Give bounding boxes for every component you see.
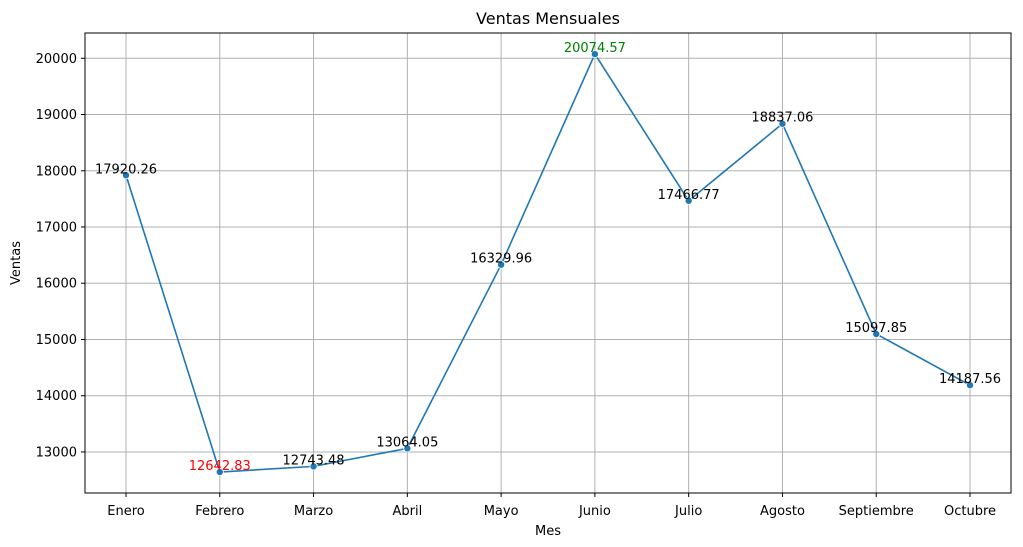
- y-tick-label: 18000: [36, 164, 77, 179]
- y-tick-label: 14000: [36, 389, 77, 404]
- data-point: [122, 171, 131, 180]
- data-label: 16329.96: [470, 252, 532, 267]
- data-label: 12743.48: [283, 453, 345, 468]
- x-axis-label: Mes: [535, 524, 561, 539]
- data-point: [872, 329, 881, 338]
- y-tick-label: 16000: [36, 277, 77, 292]
- y-tick-label: 17000: [36, 221, 77, 236]
- data-label: 17466.77: [658, 188, 720, 203]
- data-label: 12642.83: [189, 459, 251, 474]
- chart-title: Ventas Mensuales: [476, 9, 620, 28]
- data-point: [215, 468, 224, 477]
- data-label: 15097.85: [845, 321, 907, 336]
- x-tick-label: Marzo: [294, 504, 333, 519]
- data-label: 20074.57: [564, 41, 626, 56]
- data-label: 18837.06: [751, 111, 813, 126]
- x-tick-label: Abril: [392, 504, 422, 519]
- y-tick-label: 15000: [36, 333, 77, 348]
- series-layer: [122, 50, 975, 477]
- data-point: [403, 444, 412, 453]
- plot-frame: [84, 32, 1012, 494]
- x-tick-label: Febrero: [195, 504, 244, 519]
- data-point: [778, 119, 787, 128]
- y-axis-label: Ventas: [9, 241, 24, 285]
- grid: [85, 33, 1011, 493]
- y-tick-label: 20000: [36, 52, 77, 67]
- data-point: [309, 462, 318, 471]
- y-tick-label: 13000: [36, 445, 77, 460]
- x-tick-label: Octubre: [944, 504, 996, 519]
- data-point: [497, 260, 506, 269]
- data-label: 13064.05: [376, 435, 438, 450]
- x-tick-label: Julio: [674, 504, 702, 519]
- x-tick-label: Agosto: [760, 504, 805, 519]
- data-point: [684, 196, 693, 205]
- series-line: [125, 53, 971, 473]
- x-tick-label: Septiembre: [839, 504, 914, 519]
- data-label: 14187.56: [939, 372, 1001, 387]
- x-tick-label: Mayo: [484, 504, 519, 519]
- x-tick-label: Junio: [578, 504, 611, 519]
- x-tick-label: Enero: [107, 504, 145, 519]
- y-tick-label: 19000: [36, 108, 77, 123]
- x-axis-ticks: Enero Febrero Marzo Abril Mayo Junio Julio Agos…: [107, 493, 996, 519]
- y-axis-ticks: 13000 14000 15000 16000 17000 18000 19000 20000: [36, 52, 85, 460]
- data-point: [966, 381, 975, 390]
- data-point: [590, 50, 599, 59]
- data-labels: 17920.26 12642.83 12743.48 13064.05 16329.96…: [95, 41, 1001, 474]
- data-label: 17920.26: [95, 162, 157, 177]
